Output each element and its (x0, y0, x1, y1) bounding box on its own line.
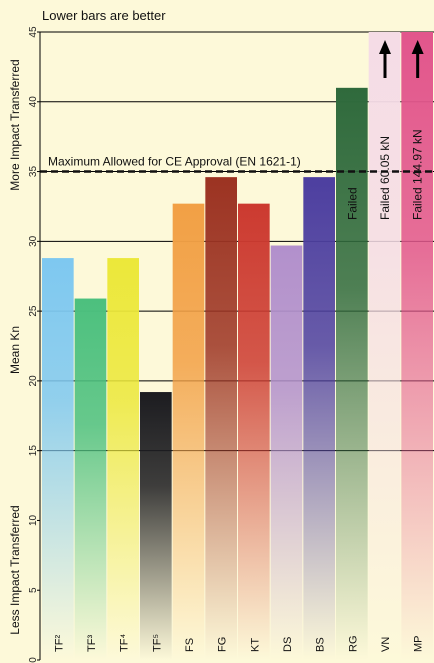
bar-4 (172, 203, 205, 661)
y-tick-label: 25 (28, 305, 39, 317)
bar-label: Failed 144.97 kN (411, 129, 425, 220)
ylabel-bottom: Less Impact Transferred (8, 505, 22, 634)
off-scale-arrowhead (379, 40, 391, 54)
y-axis: 0 5 10 15 20 25 30 35 40 45 (28, 26, 41, 663)
y-tick-label: 10 (28, 514, 39, 526)
category-label: KT (249, 638, 261, 652)
bar-3 (140, 392, 172, 660)
category-label: RG (347, 636, 359, 653)
threshold-group: Maximum Allowed for CE Approval (EN 1621… (40, 155, 434, 173)
y-tick-label: 20 (28, 375, 39, 387)
bar-9 (336, 87, 368, 661)
category-label: TF³ (86, 635, 98, 652)
y-tick-label: 0 (28, 657, 39, 663)
ylabel-top: More Impact Transferred (8, 59, 22, 190)
category-label: BS (315, 637, 327, 652)
bar-1 (74, 298, 107, 660)
category-label: VN (380, 637, 392, 652)
category-label: TF⁵ (151, 634, 163, 652)
y-tick-label: 30 (28, 235, 39, 247)
category-label: TF² (53, 635, 65, 652)
y-tick-label: 40 (28, 96, 39, 108)
category-label: MP (413, 636, 425, 653)
y-tick-label: 45 (28, 26, 39, 38)
category-label: TF⁴ (119, 634, 131, 652)
category-label: FS (184, 638, 196, 652)
bar-11 (401, 32, 433, 660)
y-tick-label: 15 (28, 445, 39, 457)
threshold-label: Maximum Allowed for CE Approval (EN 1621… (48, 155, 301, 169)
y-tick-label: 35 (28, 166, 39, 178)
chart-title: Lower bars are better (42, 8, 166, 23)
bar-labels: Failed Failed 60.05 kN Failed 144.97 kN (345, 40, 425, 220)
bar-8 (303, 177, 335, 661)
category-label: DS (282, 637, 294, 652)
bar-0 (42, 258, 74, 660)
y-tick-label: 5 (28, 587, 39, 593)
bar-10 (368, 32, 401, 660)
bar-2 (107, 258, 139, 660)
off-scale-arrowhead (411, 40, 424, 54)
bar-label: Failed (345, 187, 359, 220)
category-label: FG (217, 637, 229, 652)
bar-label: Failed 60.05 kN (378, 136, 392, 220)
category-labels: TF² TF³ TF⁴ TF⁵ FS FG KT DS BS RG VN MP (53, 634, 424, 652)
bars (42, 32, 433, 661)
ylabel-mid: Mean Kn (8, 326, 22, 374)
bar-7 (270, 245, 303, 660)
bar-6 (238, 203, 270, 661)
bar-5 (205, 177, 237, 661)
